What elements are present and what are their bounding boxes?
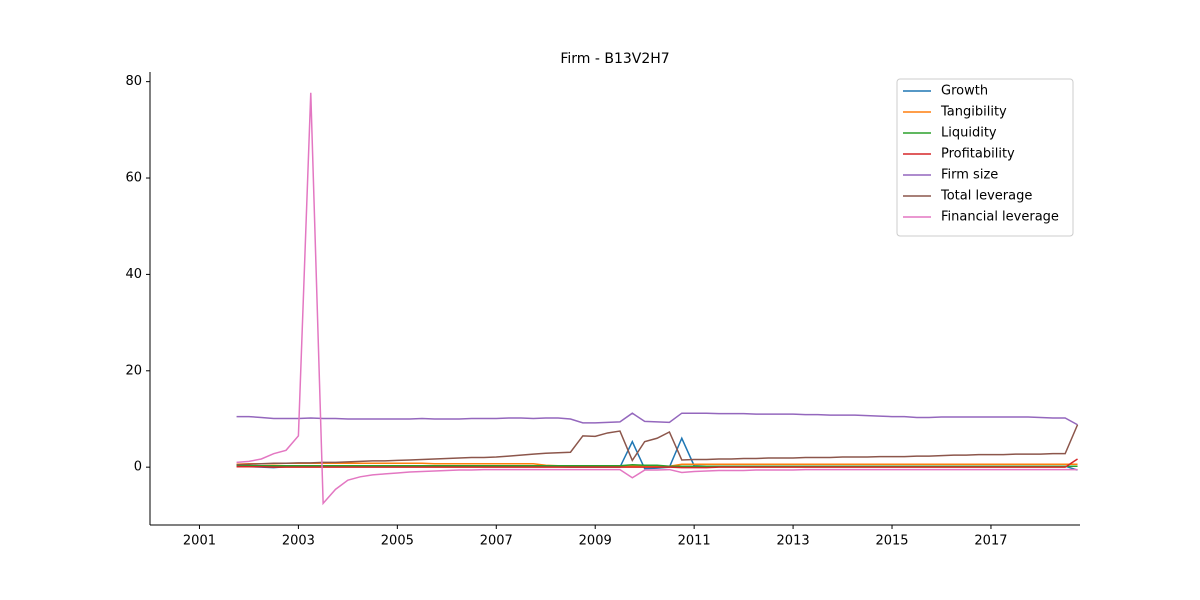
series-line [236, 462, 1078, 467]
x-tick-label: 2003 [282, 534, 315, 549]
y-tick-label: 20 [125, 363, 142, 378]
series-line [236, 412, 1078, 426]
legend-label: Profitability [941, 147, 1015, 162]
x-tick-label: 2015 [875, 534, 908, 549]
x-tick-label: 2013 [777, 534, 810, 549]
legend-box [896, 78, 1074, 237]
legend-label: Growth [941, 84, 988, 99]
x-tick-label: 2009 [579, 534, 612, 549]
x-tick-label: 2011 [678, 534, 711, 549]
y-tick-label: 60 [125, 171, 142, 186]
legend-label: Liquidity [941, 126, 997, 141]
legend-label: Financial leverage [941, 210, 1059, 225]
series-line [236, 464, 1078, 467]
legend-label: Total leverage [940, 189, 1032, 204]
y-tick-label: 80 [125, 74, 142, 89]
x-tick-label: 2005 [381, 534, 414, 549]
y-tick-label: 40 [125, 267, 142, 282]
x-tick-label: 2017 [974, 534, 1007, 549]
legend-label: Firm size [941, 168, 998, 183]
series-line [236, 92, 1078, 506]
y-tick-label: 0 [134, 460, 142, 475]
x-tick-label: 2007 [480, 534, 513, 549]
x-tick-label: 2001 [183, 534, 216, 549]
chart-title: Firm - B13V2H7 [560, 51, 669, 67]
series-line [236, 424, 1079, 466]
series-line [236, 458, 1078, 469]
legend-label: Tangibility [940, 105, 1007, 120]
